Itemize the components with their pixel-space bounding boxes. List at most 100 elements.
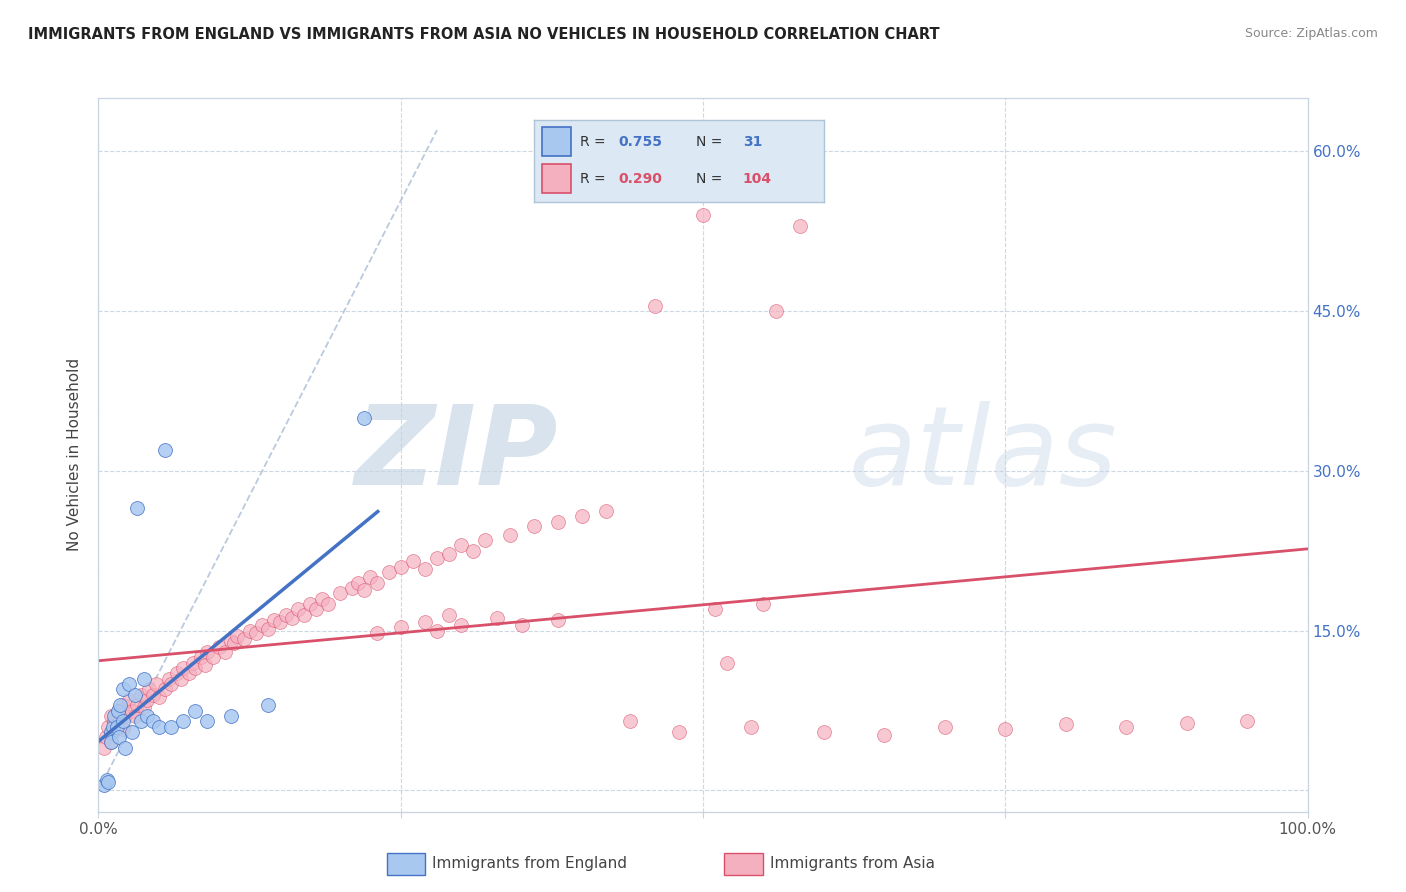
Point [190, 650, 212, 665]
Point [111, 722, 134, 736]
Point [148, 690, 170, 704]
Point [389, 559, 412, 574]
Point [111, 714, 134, 729]
Point [134, 700, 156, 714]
Point [263, 613, 285, 627]
Point [644, 299, 666, 313]
Point [740, 719, 762, 733]
Point [202, 650, 225, 665]
Point [274, 607, 297, 622]
Text: Source: ZipAtlas.com: Source: ZipAtlas.com [1244, 27, 1378, 40]
Point [153, 682, 176, 697]
Point [463, 543, 485, 558]
Point [160, 719, 183, 733]
Point [184, 704, 207, 718]
Point [97, 719, 120, 733]
Point [114, 740, 136, 755]
Point [129, 688, 152, 702]
Point [437, 607, 460, 622]
Point [523, 519, 546, 533]
Point [1054, 717, 1077, 731]
Point [153, 442, 176, 457]
Point [250, 618, 273, 632]
Point [239, 624, 262, 638]
Point [752, 597, 775, 611]
Point [100, 709, 122, 723]
Point [450, 538, 472, 552]
Point [316, 597, 339, 611]
Point [172, 661, 194, 675]
Point [100, 724, 122, 739]
Point [366, 625, 388, 640]
Point [127, 698, 149, 713]
Point [413, 562, 436, 576]
Point [426, 624, 449, 638]
FancyBboxPatch shape [543, 164, 571, 194]
Point [101, 724, 124, 739]
Point [269, 615, 291, 629]
Point [281, 611, 304, 625]
Point [179, 666, 201, 681]
Point [221, 709, 243, 723]
Point [474, 533, 496, 548]
Point [305, 602, 328, 616]
Point [402, 554, 425, 568]
Text: Immigrants from Asia: Immigrants from Asia [770, 855, 935, 871]
Point [157, 672, 180, 686]
Point [413, 615, 436, 629]
Point [96, 772, 118, 787]
Point [498, 528, 520, 542]
Point [127, 501, 149, 516]
Point [1175, 716, 1198, 731]
Point [547, 613, 569, 627]
Point [1115, 719, 1137, 733]
Point [692, 208, 714, 222]
Text: N =: N = [696, 135, 723, 149]
Point [142, 688, 165, 702]
Point [101, 719, 124, 733]
Point [704, 602, 727, 616]
Point [107, 704, 129, 718]
Point [245, 625, 267, 640]
Point [124, 709, 146, 723]
Point [222, 636, 245, 650]
Point [287, 602, 309, 616]
Point [121, 724, 143, 739]
Point [256, 698, 278, 713]
Point [347, 575, 370, 590]
Point [226, 629, 249, 643]
Point [108, 714, 131, 729]
Text: ZIP: ZIP [354, 401, 558, 508]
Point [292, 607, 315, 622]
Point [107, 704, 129, 718]
Point [221, 634, 243, 648]
Point [619, 714, 641, 729]
Point [103, 709, 125, 723]
Point [105, 719, 128, 733]
Text: R =: R = [581, 171, 610, 186]
Point [114, 709, 136, 723]
Point [194, 657, 217, 672]
Point [118, 677, 141, 691]
Point [716, 656, 738, 670]
Point [789, 219, 811, 233]
Point [145, 677, 167, 691]
Point [93, 778, 115, 792]
Point [353, 410, 375, 425]
Point [160, 677, 183, 691]
Point [135, 709, 157, 723]
Point [121, 704, 143, 718]
Point [765, 304, 787, 318]
Point [134, 672, 156, 686]
Point [873, 728, 896, 742]
Point [571, 508, 593, 523]
Point [299, 597, 322, 611]
Point [311, 591, 333, 606]
Point [934, 719, 956, 733]
Point [195, 645, 218, 659]
Point [510, 618, 533, 632]
Point [148, 719, 170, 733]
Point [342, 581, 364, 595]
Point [108, 698, 131, 713]
Point [111, 698, 134, 713]
